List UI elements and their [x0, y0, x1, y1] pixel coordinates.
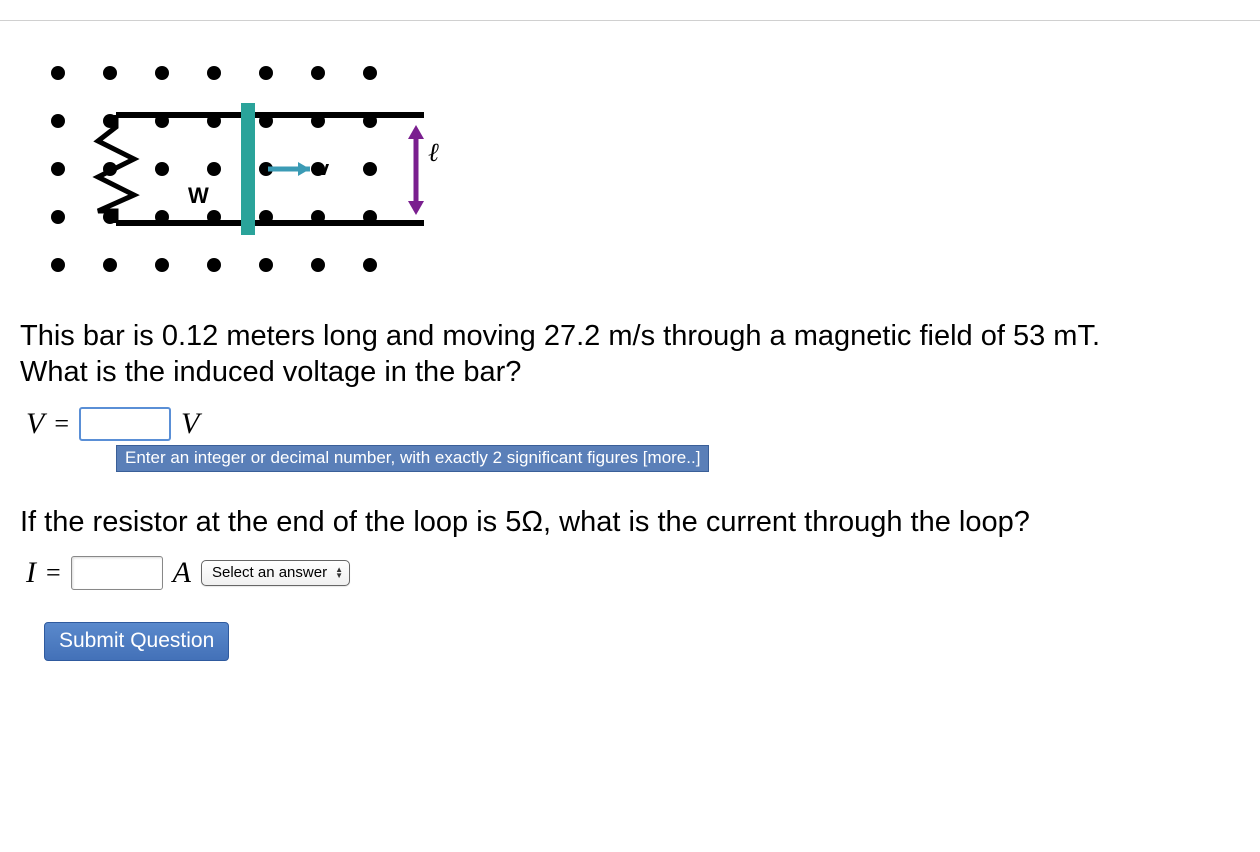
current-input[interactable]: [71, 556, 163, 590]
svg-text:ℓ: ℓ: [428, 138, 439, 167]
answer-row-current: I = A Select an answer ▲▼: [26, 556, 1240, 590]
input-hint[interactable]: Enter an integer or decimal number, with…: [116, 445, 709, 472]
unit-volts: V: [181, 407, 199, 441]
variable-v: V: [26, 407, 44, 441]
select-placeholder: Select an answer: [212, 564, 327, 581]
physics-diagram: v ℓ W: [28, 43, 1240, 288]
voltage-input[interactable]: [79, 407, 171, 441]
svg-text:v: v: [318, 158, 330, 180]
select-arrows-icon: ▲▼: [335, 567, 343, 579]
svg-text:W: W: [188, 183, 209, 208]
question-1-text: This bar is 0.12 meters long and moving …: [20, 318, 1120, 391]
submit-button[interactable]: Submit Question: [44, 622, 229, 661]
answer-row-voltage: V = V: [26, 407, 1240, 441]
equals-sign: =: [54, 409, 69, 439]
answer-select[interactable]: Select an answer ▲▼: [201, 560, 350, 586]
equals-sign: =: [46, 558, 61, 588]
variable-i: I: [26, 556, 36, 590]
question-2-text: If the resistor at the end of the loop i…: [20, 504, 1120, 540]
unit-amps: A: [173, 556, 191, 590]
